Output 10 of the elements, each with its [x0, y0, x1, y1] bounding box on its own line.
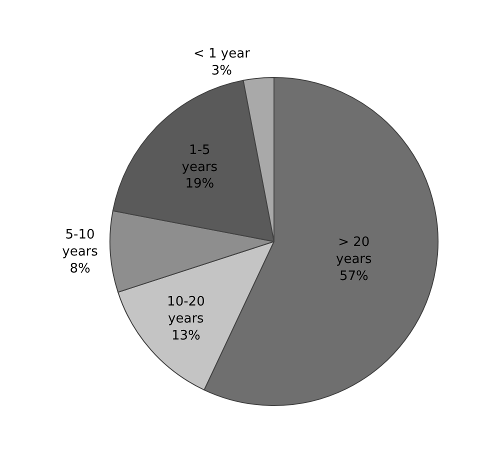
slice-label: 5-10 years: [62, 227, 98, 260]
slice-label: 1-5 years: [182, 142, 218, 175]
slice-label: < 1 year: [194, 46, 251, 62]
slice-label: > 20 years: [336, 234, 372, 267]
slice-label: 10-20 years: [167, 294, 205, 327]
data-label: 13%: [171, 328, 200, 344]
data-label: 57%: [339, 268, 368, 284]
data-label: 8%: [70, 261, 90, 276]
data-label: 19%: [185, 176, 214, 192]
data-label: 3%: [211, 63, 232, 78]
